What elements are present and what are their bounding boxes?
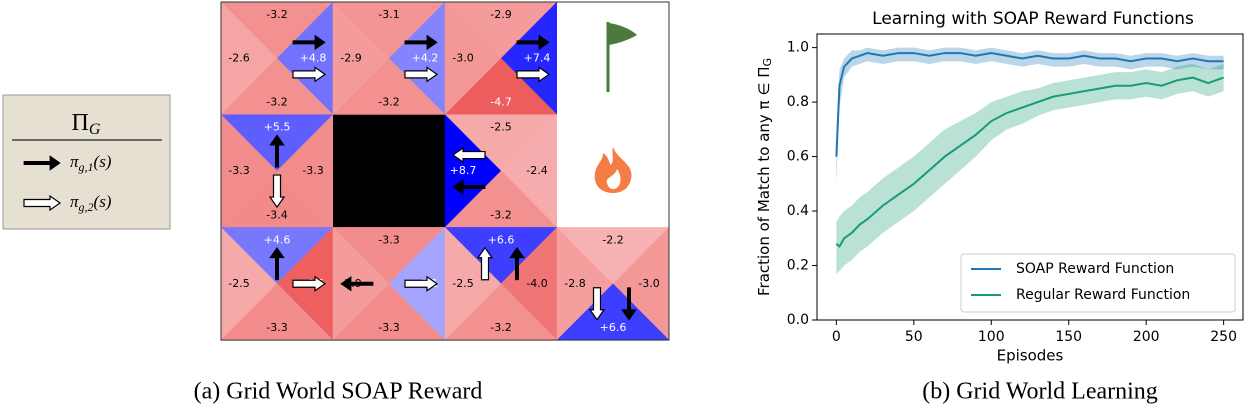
reward-label: -3.3 — [302, 164, 323, 177]
y-tick-label: 0.0 — [787, 312, 809, 328]
chart-title: Learning with SOAP Reward Functions — [872, 9, 1194, 29]
subscript: g,1 — [79, 160, 94, 174]
symbol: Π — [72, 110, 89, 136]
policy-arrow-solid — [269, 134, 285, 168]
reward-label: -2.5 — [228, 277, 249, 290]
reward-label: -2.9 — [340, 51, 361, 64]
y-tick-label: 0.2 — [787, 258, 809, 274]
reward-label: -3.4 — [266, 208, 287, 221]
legend-title: ΠG — [72, 110, 101, 138]
reward-label: -3.1 — [378, 8, 399, 21]
reward-label: +4.8 — [300, 51, 327, 64]
reward-label: +5.5 — [264, 121, 291, 134]
y-label-subscript: G — [761, 58, 774, 67]
reward-label: -2.2 — [602, 233, 623, 246]
x-tick-label: 50 — [905, 329, 923, 345]
reward-label: -2.5 — [452, 277, 473, 290]
reward-label: -3.0 — [452, 51, 473, 64]
reward-label: +8.7 — [450, 164, 477, 177]
reward-label: -3.0 — [638, 277, 659, 290]
x-tick-label: 100 — [978, 329, 1005, 345]
reward-label: -3.2 — [490, 208, 511, 221]
reward-label: -2.5 — [490, 121, 511, 134]
goal-cell — [557, 2, 669, 115]
wall — [333, 114, 445, 228]
x-tick-label: 150 — [1055, 329, 1082, 345]
symbol: π — [70, 152, 79, 171]
policy-arrow-solid — [340, 275, 374, 292]
legend-box — [960, 253, 1236, 313]
suffix: (s) — [94, 152, 112, 171]
legend-entry: πg,1(s) — [70, 152, 112, 174]
policy-arrow-solid — [621, 287, 637, 321]
policy-arrow-hollow — [23, 194, 62, 212]
x-tick-label: 0 — [832, 329, 841, 345]
policy-arrow-solid — [23, 155, 61, 171]
policy-arrow-hollow — [292, 275, 327, 292]
confidence-band — [836, 47, 1224, 184]
reward-label: -3.3 — [378, 321, 399, 334]
policy-arrow-solid — [509, 247, 525, 281]
policy-arrow-hollow — [516, 66, 551, 83]
reward-label: +4.2 — [412, 51, 439, 64]
x-tick-label: 250 — [1210, 329, 1237, 345]
series-line — [835, 52, 1224, 157]
x-tick-label: 200 — [1133, 329, 1160, 345]
policy-arrow-hollow — [404, 66, 439, 83]
subscript: g,2 — [79, 200, 94, 214]
reward-label: +6.6 — [600, 321, 627, 334]
policy-arrow-hollow — [451, 146, 486, 164]
legend-entry: πg,2(s) — [70, 192, 112, 214]
policy-arrow-hollow — [292, 66, 327, 83]
confidence-band — [836, 63, 1224, 274]
caption: (b) Grid World Learning — [922, 379, 1158, 405]
policy-arrow-solid — [292, 34, 326, 51]
policy-arrow-solid — [516, 34, 550, 51]
reward-label: -3.2 — [266, 8, 287, 21]
symbol: π — [70, 192, 79, 211]
reward-label: -3.2 — [266, 96, 287, 109]
plot-frame — [816, 33, 1244, 321]
y-tick-label: 0.4 — [787, 203, 809, 219]
legend-label: Regular Reward Function — [1016, 287, 1190, 303]
policy-arrow-solid — [404, 34, 438, 51]
policy-arrow-solid — [452, 179, 486, 195]
reward-label: -2.4 — [526, 164, 547, 177]
subscript: G — [89, 121, 101, 138]
reward-label: -3.3 — [228, 164, 249, 177]
policy-arrow-hollow — [404, 275, 439, 292]
policy-arrow-hollow — [268, 174, 286, 209]
reward-label: -3.2 — [490, 321, 511, 334]
y-tick-label: 1.0 — [787, 40, 809, 56]
y-tick-label: 0.6 — [787, 149, 809, 165]
reward-label: -2.8 — [564, 277, 585, 290]
policy-arrow-hollow — [476, 246, 494, 281]
reward-label: +6.6 — [488, 233, 515, 246]
legend-label: SOAP Reward Function — [1016, 261, 1174, 277]
reward-label: -4.7 — [490, 96, 511, 109]
suffix: (s) — [94, 192, 112, 211]
grid-border — [220, 1, 670, 341]
reward-label: +4.6 — [264, 233, 291, 246]
reward-label: -2.6 — [228, 51, 249, 64]
x-axis-label: Episodes — [997, 347, 1064, 365]
policy-arrow-solid — [269, 247, 285, 281]
reward-label: -4.0 — [526, 277, 547, 290]
policy-arrow-hollow — [588, 287, 606, 321]
y-tick-label: 0.8 — [787, 94, 809, 110]
reward-label: -3.3 — [378, 233, 399, 246]
flag — [609, 23, 637, 45]
y-label-text: Fraction of Match to any π ∈ Π — [755, 67, 773, 297]
reward-label: -3.2 — [378, 96, 399, 109]
reward-label: -2.9 — [490, 8, 511, 21]
reward-label: +7.4 — [524, 51, 551, 64]
series-line — [835, 76, 1224, 249]
reward-label: -3.3 — [266, 321, 287, 334]
y-axis-label: Fraction of Match to any π ∈ ΠG — [755, 58, 775, 296]
caption: (a) Grid World SOAP Reward — [194, 379, 483, 405]
fire — [594, 147, 632, 194]
